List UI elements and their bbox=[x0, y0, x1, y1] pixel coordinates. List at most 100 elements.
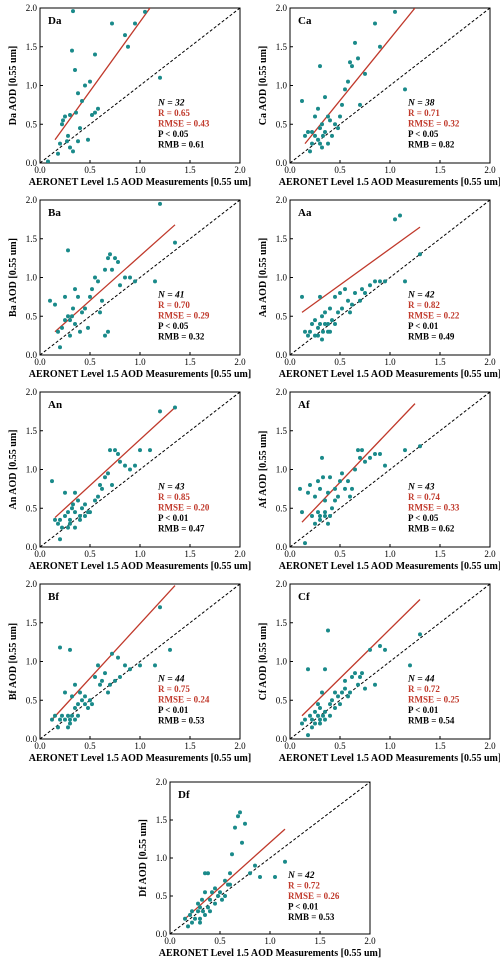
x-tick-label: 2.0 bbox=[234, 357, 246, 367]
stat-rmse: RMSE = 0.25 bbox=[408, 695, 460, 705]
data-point bbox=[321, 475, 325, 480]
data-point bbox=[83, 702, 87, 707]
data-point bbox=[73, 682, 77, 687]
stat-rmse: RMSE = 0.24 bbox=[158, 695, 210, 705]
data-point bbox=[200, 897, 204, 902]
data-point bbox=[350, 675, 354, 679]
data-point bbox=[313, 133, 317, 138]
data-point bbox=[83, 502, 87, 507]
data-point bbox=[106, 256, 110, 261]
data-point bbox=[86, 706, 90, 710]
data-point bbox=[106, 690, 110, 695]
data-point bbox=[363, 459, 367, 464]
data-point bbox=[100, 486, 104, 491]
data-point bbox=[310, 514, 314, 518]
data-point bbox=[73, 490, 77, 495]
data-point bbox=[318, 294, 322, 299]
data-point bbox=[336, 126, 340, 131]
data-point bbox=[378, 279, 382, 284]
data-point bbox=[53, 713, 57, 718]
stat-p: P < 0.05 bbox=[158, 321, 189, 331]
y-tick-label: 0.0 bbox=[276, 734, 288, 744]
data-point bbox=[50, 717, 54, 722]
data-point bbox=[328, 702, 332, 707]
data-point bbox=[373, 682, 377, 687]
data-point bbox=[353, 291, 357, 295]
stat-n: N = 43 bbox=[157, 483, 185, 493]
stat-n: N = 32 bbox=[157, 99, 185, 109]
x-tick-label: 0.5 bbox=[84, 165, 96, 175]
data-point bbox=[66, 314, 70, 319]
data-point bbox=[313, 318, 317, 323]
stat-r: R = 0.70 bbox=[158, 300, 190, 310]
stat-r: R = 0.74 bbox=[408, 492, 440, 502]
y-tick-label: 1.5 bbox=[26, 42, 38, 52]
data-point bbox=[58, 717, 62, 722]
data-point bbox=[248, 871, 252, 876]
stat-p: P < 0.05 bbox=[158, 129, 189, 139]
data-point bbox=[60, 325, 64, 330]
data-point bbox=[108, 448, 112, 453]
data-point bbox=[158, 605, 162, 610]
data-point bbox=[313, 721, 317, 726]
x-tick-label: 1.5 bbox=[184, 165, 196, 175]
data-point bbox=[368, 647, 372, 652]
data-point bbox=[418, 444, 422, 449]
stat-r: R = 0.72 bbox=[408, 684, 440, 694]
data-point bbox=[148, 448, 152, 453]
data-point bbox=[358, 102, 362, 107]
y-tick-label: 1.0 bbox=[156, 853, 168, 863]
data-point bbox=[83, 514, 87, 518]
data-point bbox=[316, 333, 320, 338]
data-point bbox=[190, 920, 194, 925]
data-point bbox=[71, 306, 75, 311]
panel-title: Df bbox=[178, 789, 190, 801]
data-point bbox=[106, 471, 110, 476]
data-point bbox=[333, 294, 337, 299]
data-point bbox=[340, 690, 344, 695]
data-point bbox=[316, 510, 320, 515]
data-point bbox=[393, 9, 397, 14]
data-point bbox=[373, 21, 377, 26]
stat-rmse: RMSE = 0.43 bbox=[158, 119, 210, 129]
data-point bbox=[123, 463, 127, 468]
data-point bbox=[326, 114, 330, 119]
data-point bbox=[338, 114, 342, 119]
stat-rmb: RMB = 0.82 bbox=[408, 140, 455, 150]
data-point bbox=[68, 145, 72, 150]
data-point bbox=[76, 702, 80, 707]
data-point bbox=[306, 333, 310, 338]
data-point bbox=[183, 916, 187, 921]
y-tick-label: 2.0 bbox=[26, 195, 38, 205]
y-tick-label: 0.5 bbox=[26, 695, 38, 705]
x-tick-label: 1.5 bbox=[434, 549, 446, 559]
y-tick-label: 2.0 bbox=[276, 195, 288, 205]
data-point bbox=[403, 87, 407, 92]
x-axis-label: AERONET Level 1.5 AOD Measurements [0.55… bbox=[279, 753, 500, 764]
x-tick-label: 1.5 bbox=[434, 741, 446, 751]
y-tick-label: 1.5 bbox=[276, 618, 288, 628]
x-tick-label: 1.5 bbox=[184, 741, 196, 751]
data-point bbox=[213, 901, 217, 906]
data-point bbox=[48, 298, 52, 303]
data-point bbox=[206, 905, 210, 910]
y-tick-label: 1.0 bbox=[26, 81, 38, 91]
data-point bbox=[333, 486, 337, 491]
data-point bbox=[228, 882, 232, 887]
x-tick-label: 0.5 bbox=[334, 741, 346, 751]
data-point bbox=[378, 644, 382, 648]
x-tick-label: 1.5 bbox=[184, 357, 196, 367]
data-point bbox=[73, 717, 77, 722]
data-point bbox=[323, 322, 327, 326]
panel-title: Aa bbox=[298, 207, 312, 219]
data-point bbox=[350, 302, 354, 307]
data-point bbox=[96, 494, 100, 499]
data-point bbox=[398, 213, 402, 218]
data-point bbox=[333, 706, 337, 710]
data-point bbox=[328, 306, 332, 311]
data-point bbox=[358, 298, 362, 303]
data-point bbox=[336, 694, 340, 699]
data-point bbox=[203, 890, 207, 895]
data-point bbox=[113, 678, 117, 683]
